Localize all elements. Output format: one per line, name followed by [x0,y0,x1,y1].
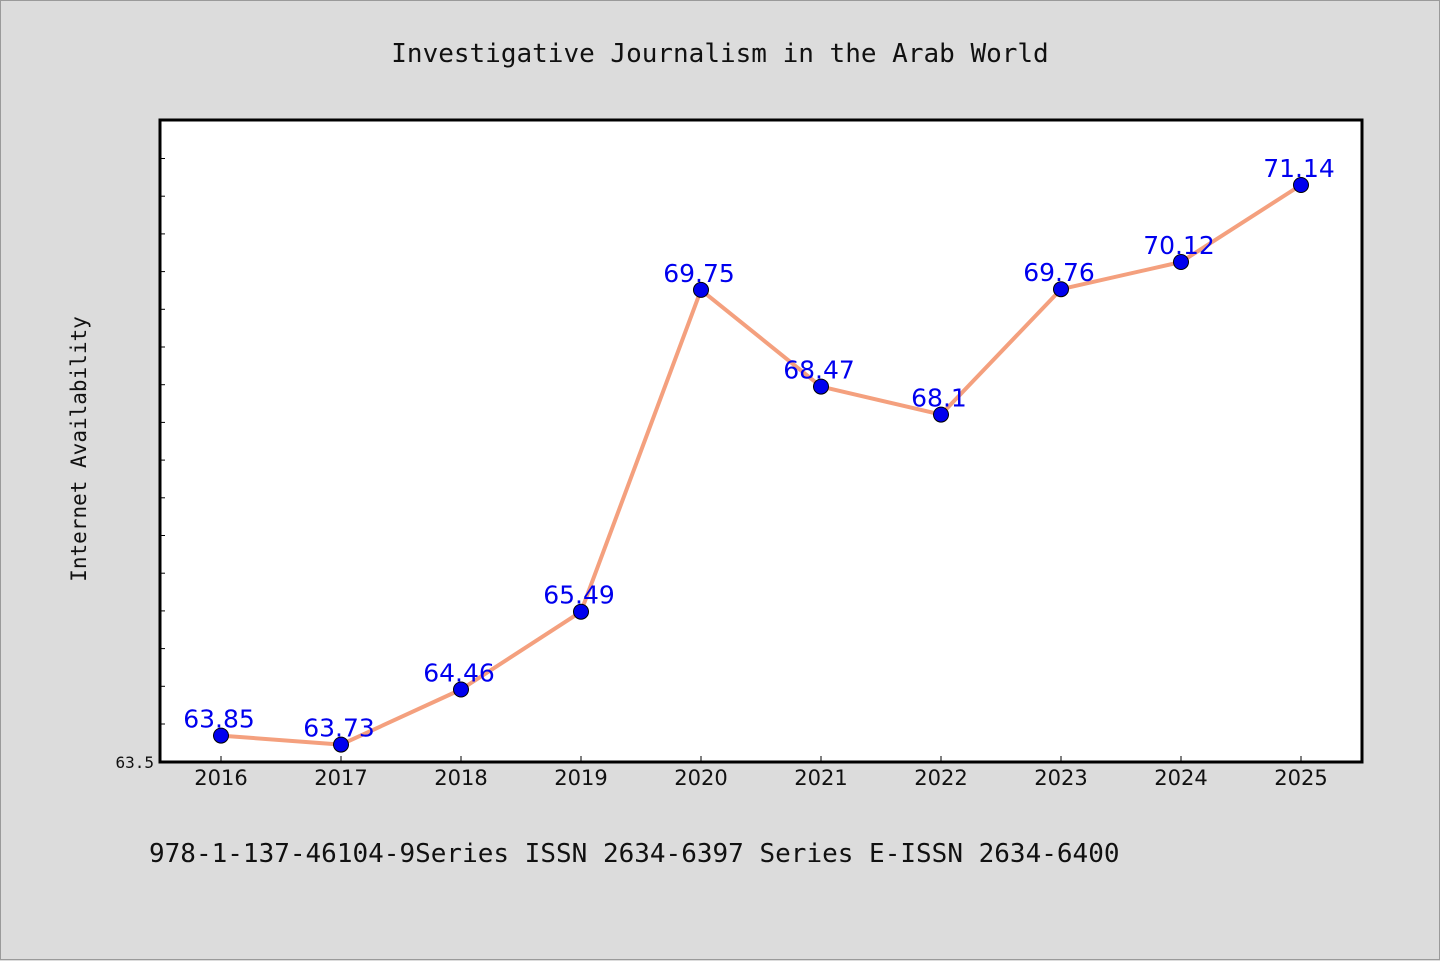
data-label: 63.73 [303,714,375,743]
y-axis-label: Internet Availability [67,316,91,582]
x-tick-label: 2022 [914,766,967,790]
data-point-marker [693,281,709,298]
data-label: 68.47 [783,356,855,385]
x-tick-labels: 2016 2017 2018 2019 2020 2021 2022 2023 2024 2025 [194,756,1328,790]
x-tick-label: 2017 [314,766,367,790]
data-labels: 63.85 63.73 64.46 65.49 69.75 68.47 68.1 69.76 7… [183,154,1335,743]
x-tick-label: 2021 [794,766,847,790]
y-tick-labels: 63.5 [115,753,154,772]
data-point-marker [933,406,949,423]
data-label: 69.76 [1023,258,1095,287]
data-markers [213,177,1309,753]
data-point-marker [1293,177,1309,193]
y-minor-ticks [160,120,165,725]
x-tick-label: 2020 [674,766,727,790]
data-label: 70.12 [1143,231,1215,260]
data-point-marker [1173,254,1189,270]
data-label: 63.85 [183,705,255,734]
series-line [219,183,1303,747]
data-label: 64.46 [423,658,495,687]
chart-title: Investigative Journalism in the Arab Wor… [391,39,1048,69]
data-point-marker [573,603,589,620]
data-label: 68.1 [911,384,967,413]
data-point-marker [213,727,229,744]
x-tick-label: 2016 [194,766,247,790]
x-tick-label: 2019 [554,766,607,790]
x-tick-label: 2025 [1274,766,1327,790]
data-point-marker [1053,281,1069,298]
footer-isbn-text: 978-1-137-46104-9Series ISSN 2634-6397 S… [149,839,1120,869]
y-tick-label: 63.5 [115,753,154,772]
data-point-marker [333,736,349,753]
data-label: 65.49 [543,581,615,610]
x-tick-label: 2023 [1034,766,1087,790]
plot-area [158,118,1364,764]
x-tick-label: 2018 [434,766,487,790]
data-point-marker [813,378,829,395]
data-point-marker [453,681,469,698]
x-tick-label: 2024 [1154,766,1207,790]
data-label: 69.75 [663,259,735,288]
data-label: 71.14 [1263,154,1335,183]
